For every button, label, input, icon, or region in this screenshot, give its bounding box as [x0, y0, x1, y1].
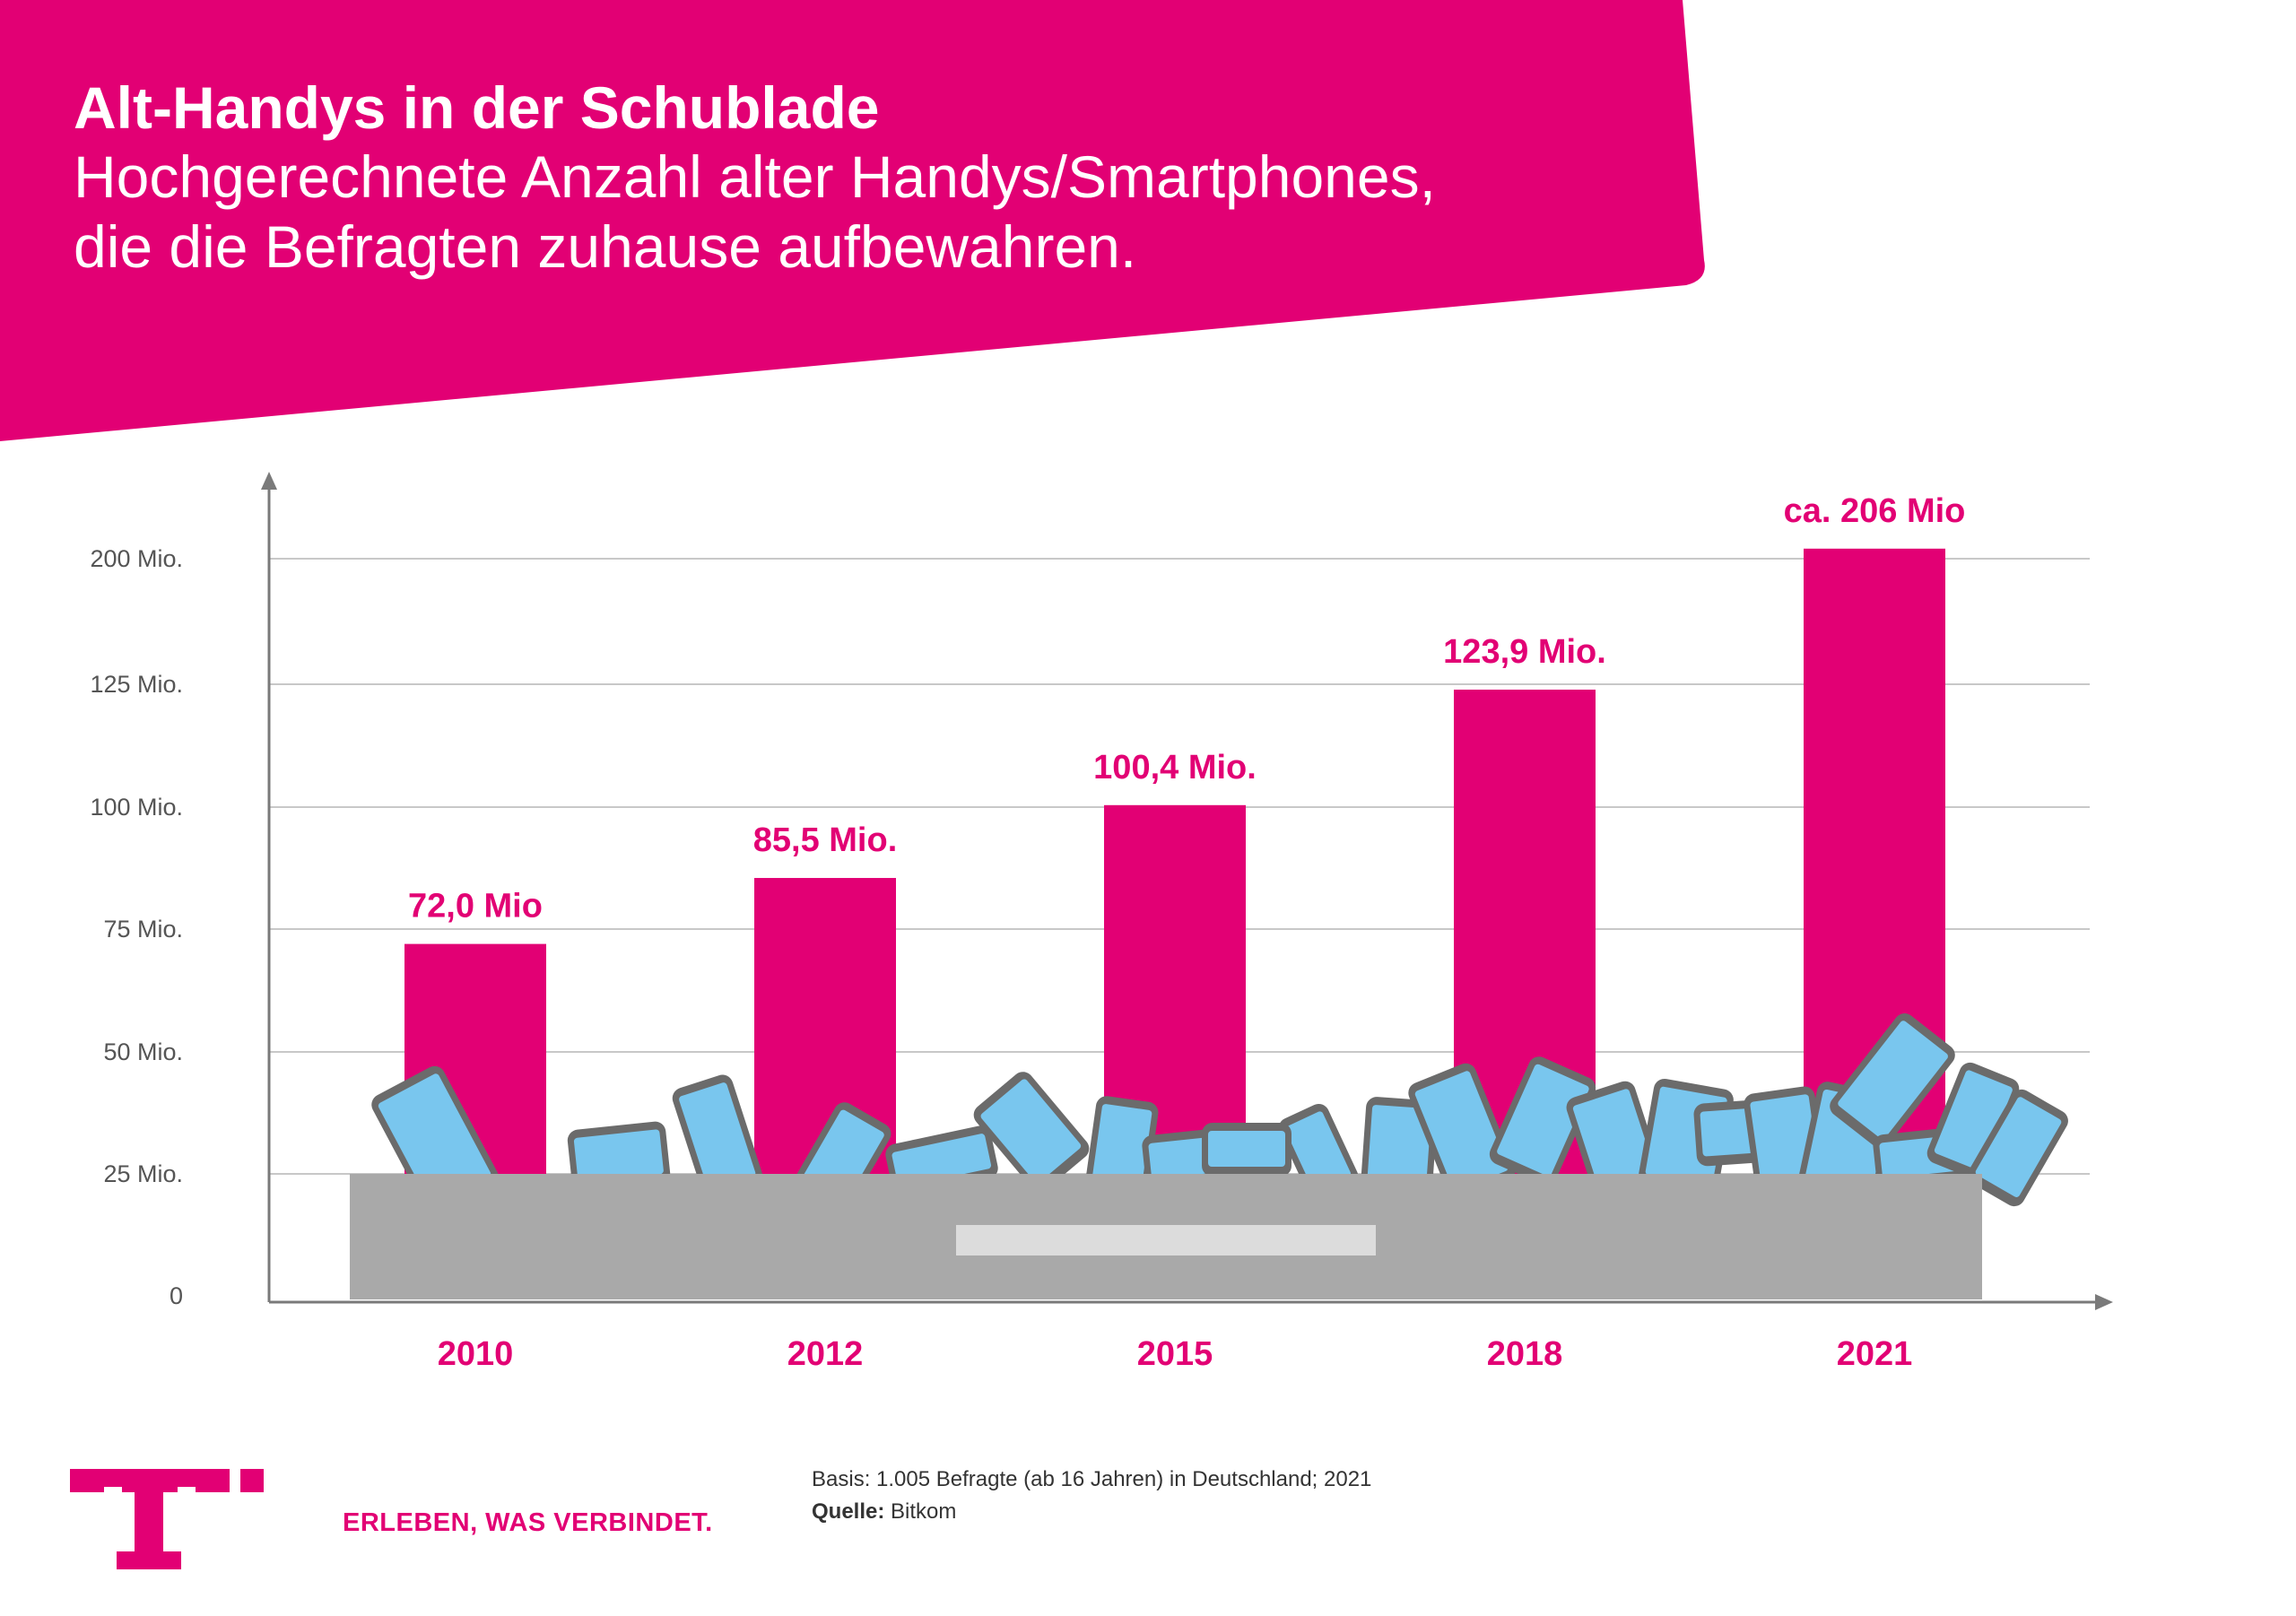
phone-icon: [1968, 1089, 2068, 1207]
page-title: Alt-Handys in der Schublade: [74, 74, 880, 141]
phone-screen: [1750, 1094, 1820, 1182]
x-tick-labels: 2010 2012 2015 2018 2021: [438, 1335, 1913, 1373]
phone-screen: [573, 1129, 664, 1183]
phone-screen: [1497, 1064, 1589, 1177]
page-subtitle: Hochgerechnete Anzahl alter Handys/Smart…: [74, 142, 1598, 282]
phone-screen: [378, 1073, 491, 1206]
source-note: Quelle: Bitkom: [812, 1496, 1371, 1528]
value-labels: 72,0 Mio 85,5 Mio. 100,4 Mio. 123,9 Mio. ca.…: [408, 492, 1965, 925]
basis-note: Basis: 1.005 Befragte (ab 16 Jahren) in …: [812, 1467, 1372, 1491]
phone-screen: [1285, 1111, 1352, 1192]
value-label: ca. 206 Mio: [1784, 492, 1966, 530]
phone-screen: [1934, 1070, 2013, 1170]
phone-icon: [1566, 1081, 1663, 1201]
footer-note: Basis: 1.005 Befragte (ab 16 Jahren) in …: [812, 1464, 1371, 1528]
phone-icon: [1830, 1013, 1955, 1148]
x-tick-label: 2012: [787, 1335, 864, 1373]
phone-screen: [1838, 1021, 1948, 1140]
phone-screen: [1367, 1105, 1431, 1189]
header-banner: [0, 0, 1705, 441]
x-tick-label: 2018: [1487, 1335, 1563, 1373]
telekom-t-logo: [70, 1469, 264, 1569]
drawer: [350, 1174, 1982, 1299]
x-axis-arrow: [2095, 1294, 2113, 1310]
axes: [261, 472, 2113, 1310]
value-label: 85,5 Mio.: [753, 821, 898, 859]
phone-screen: [1414, 1071, 1509, 1191]
phone-screen: [980, 1079, 1082, 1184]
phone-icon: [1489, 1056, 1596, 1186]
value-label: 123,9 Mio.: [1443, 633, 1606, 671]
phone-screen: [1572, 1089, 1656, 1191]
subtitle-line-2: die die Befragten zuhause aufbewahren.: [74, 213, 1137, 280]
subtitle-line-1: Hochgerechnete Anzahl alter Handys/Smart…: [74, 143, 1436, 210]
drawer-handle: [956, 1225, 1376, 1255]
x-tick-label: 2010: [438, 1335, 514, 1373]
phone-icon: [973, 1072, 1090, 1192]
y-tick-label: 100 Mio.: [90, 794, 183, 821]
source-value: Bitkom: [891, 1499, 957, 1524]
x-tick-label: 2021: [1837, 1335, 1913, 1373]
y-tick-label: 75 Mio.: [103, 916, 183, 943]
phone-icon: [1408, 1063, 1516, 1201]
y-tick-label: 200 Mio.: [90, 545, 183, 572]
phone-screen: [1208, 1131, 1285, 1167]
y-tick-label: 125 Mio.: [90, 671, 183, 698]
phone-screen: [1975, 1097, 2062, 1197]
y-axis-arrow: [261, 472, 277, 490]
y-tick-label: 0: [170, 1282, 183, 1309]
x-tick-label: 2015: [1137, 1335, 1213, 1373]
phone-icon: [1202, 1123, 1292, 1177]
phone-screen: [679, 1082, 756, 1190]
y-tick-label: 25 Mio.: [103, 1160, 183, 1187]
phone-icon: [1361, 1097, 1438, 1199]
bar-chart: 0 25 Mio. 50 Mio. 75 Mio. 100 Mio. 125 Mio. 20…: [90, 472, 2113, 1373]
slogan: ERLEBEN, WAS VERBINDET.: [343, 1508, 713, 1537]
phone-pile: [371, 1013, 2068, 1216]
phone-icon: [672, 1074, 763, 1200]
phone-screen: [891, 1134, 992, 1187]
y-tick-labels: 0 25 Mio. 50 Mio. 75 Mio. 100 Mio. 125 Mio. 20…: [90, 545, 183, 1309]
source-label: Quelle:: [812, 1499, 885, 1524]
phone-icon: [1926, 1062, 2020, 1180]
value-label: 72,0 Mio: [408, 888, 543, 925]
y-tick-label: 50 Mio.: [103, 1038, 183, 1065]
value-label: 100,4 Mio.: [1093, 749, 1257, 786]
